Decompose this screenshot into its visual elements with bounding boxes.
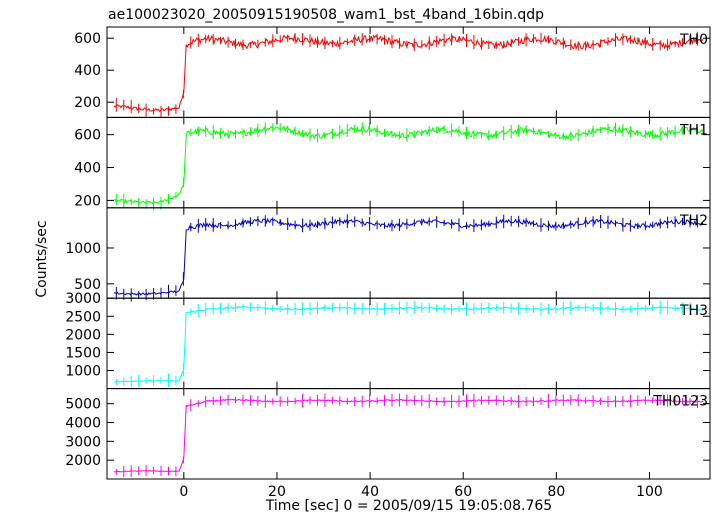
series-line-th0 (113, 33, 704, 112)
panel-th2: 500 1000 TH2 (65, 207, 711, 302)
error-bars-th0123 (115, 393, 698, 478)
panel-label-th3: TH3 (679, 303, 708, 319)
error-bars-th2 (115, 214, 698, 302)
y-tick-label: 1000 (65, 241, 101, 257)
x-tick-label: 40 (361, 484, 379, 500)
series-line-th2 (113, 217, 704, 296)
y-tick-label: 2000 (65, 453, 101, 469)
chart-title: ae100023020_20050915190508_wam1_bst_4ban… (108, 7, 544, 23)
series-line-th3 (113, 305, 704, 383)
panel-label-th1: TH1 (679, 122, 708, 138)
panel-th3: 1000 1500 2000 2500 3000 TH3 (65, 291, 711, 390)
y-tick-label: 500 (74, 277, 101, 293)
panel-label-th2: TH2 (679, 213, 708, 229)
x-axis-label: Time [sec] 0 = 2005/09/15 19:05:08.765 (265, 498, 552, 514)
error-bars-th3 (115, 300, 698, 388)
y-axis-label: Counts/sec (34, 220, 50, 297)
error-bars-th0 (115, 31, 698, 118)
x-tick-label: 0 (179, 484, 188, 500)
x-tick-label: 80 (547, 484, 565, 500)
y-tick-label: 5000 (65, 397, 101, 413)
series-line-th0123 (113, 398, 704, 473)
x-tick-label: 60 (454, 484, 472, 500)
panel-label-th0123: TH0123 (652, 394, 708, 410)
error-bars-th1 (115, 122, 698, 211)
panel-th1: 200 400 600 TH1 (74, 116, 711, 211)
y-tick-label: 3000 (65, 291, 101, 307)
y-tick-label: 200 (74, 95, 101, 111)
y-tick-label: 4000 (65, 416, 101, 432)
y-tick-label: 200 (74, 193, 101, 209)
x-tick-label: 20 (268, 484, 286, 500)
x-tick-label: 100 (636, 484, 663, 500)
y-tick-label: 2000 (65, 327, 101, 343)
y-tick-label: 600 (74, 128, 101, 144)
y-tick-label: 400 (74, 161, 101, 177)
y-tick-label: 2500 (65, 309, 101, 325)
panel-label-th0: TH0 (679, 32, 708, 48)
y-tick-label: 3000 (65, 434, 101, 450)
series-line-th1 (113, 125, 704, 205)
panel-th0123: 2000 3000 4000 5000 TH0123 (65, 388, 711, 480)
panel-frame (106, 388, 711, 480)
y-tick-label: 400 (74, 63, 101, 79)
y-tick-label: 600 (74, 31, 101, 47)
y-tick-label: 1500 (65, 345, 101, 361)
y-tick-label: 1000 (65, 364, 101, 380)
